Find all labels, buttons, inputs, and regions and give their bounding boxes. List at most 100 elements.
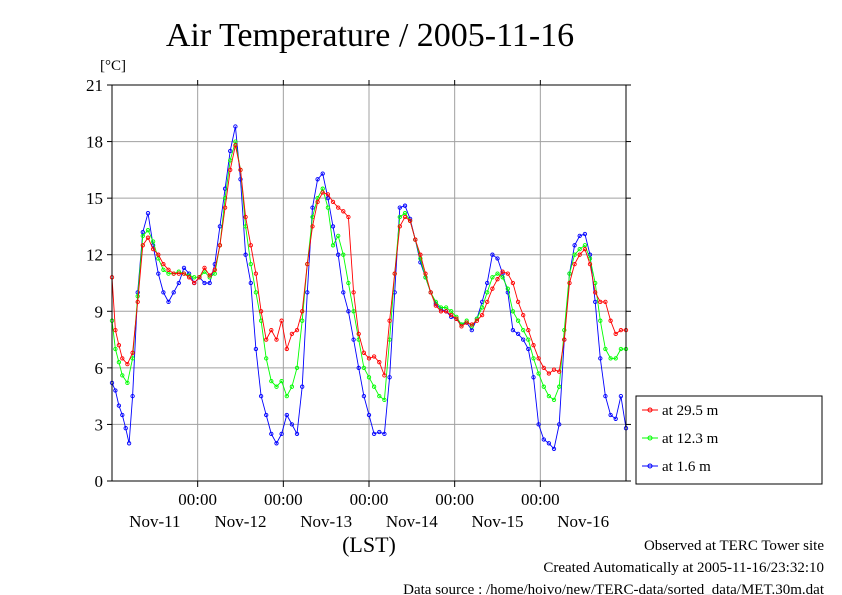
data-point xyxy=(171,271,176,276)
data-point xyxy=(274,441,279,446)
y-tick-label: 15 xyxy=(86,189,103,208)
data-point xyxy=(495,256,500,261)
data-point xyxy=(598,356,603,361)
data-point xyxy=(572,243,577,248)
data-point xyxy=(521,312,526,318)
data-point xyxy=(521,337,526,342)
y-tick-label: 12 xyxy=(86,246,103,265)
data-point xyxy=(366,356,372,361)
data-point xyxy=(217,243,223,248)
data-point xyxy=(197,275,202,280)
data-point xyxy=(613,416,618,421)
data-point xyxy=(428,290,433,295)
data-point xyxy=(325,205,331,210)
data-point xyxy=(289,384,295,389)
data-point xyxy=(500,275,505,280)
data-point xyxy=(541,437,546,442)
data-point xyxy=(495,271,500,276)
legend-marker xyxy=(647,407,653,413)
y-tick-label: 0 xyxy=(95,472,104,491)
x-date-label: Nov-11 xyxy=(129,512,180,531)
data-point xyxy=(479,305,485,310)
data-point xyxy=(120,412,125,418)
data-point xyxy=(125,380,130,386)
data-point xyxy=(387,375,392,380)
data-point xyxy=(546,371,552,376)
data-point xyxy=(526,337,531,342)
data-point xyxy=(572,261,577,267)
data-point xyxy=(392,271,397,276)
data-point xyxy=(351,337,356,342)
x-tick-label: 00:00 xyxy=(178,490,217,509)
data-point xyxy=(490,252,495,257)
legend-label: at 12.3 m xyxy=(662,431,719,447)
data-point xyxy=(413,237,418,242)
data-point xyxy=(253,346,259,352)
data-point xyxy=(113,388,118,393)
data-point xyxy=(113,327,118,333)
data-point xyxy=(176,271,181,276)
data-point xyxy=(320,190,325,195)
data-point xyxy=(397,214,402,220)
series-group xyxy=(109,124,629,452)
data-point xyxy=(279,318,284,323)
data-point xyxy=(161,267,166,272)
data-point xyxy=(248,261,253,267)
data-point xyxy=(613,356,618,361)
legend-box xyxy=(635,395,823,485)
data-point xyxy=(562,337,567,342)
data-point xyxy=(603,393,608,399)
data-point xyxy=(536,422,541,427)
data-point xyxy=(228,167,233,173)
legend-marker xyxy=(647,463,653,469)
legend-entry: at 29.5 m xyxy=(642,403,719,419)
data-point xyxy=(598,299,603,305)
data-point xyxy=(608,356,613,361)
data-point xyxy=(382,397,387,403)
data-point xyxy=(243,252,248,257)
data-point xyxy=(253,271,259,276)
data-point xyxy=(140,233,145,239)
data-point xyxy=(207,280,212,286)
data-point xyxy=(515,331,521,337)
data-point xyxy=(176,280,181,286)
data-point xyxy=(248,243,253,248)
data-point xyxy=(433,303,438,308)
data-point xyxy=(438,309,444,314)
data-point xyxy=(505,286,510,291)
grid xyxy=(112,85,626,481)
data-point xyxy=(500,269,505,274)
data-point xyxy=(361,350,367,355)
data-point xyxy=(474,318,480,323)
x-tick-label: 00:00 xyxy=(350,490,389,509)
data-point xyxy=(464,320,469,325)
data-point xyxy=(356,331,361,337)
data-point xyxy=(192,275,197,280)
data-point xyxy=(490,275,495,280)
data-point xyxy=(593,290,598,295)
data-point xyxy=(377,393,382,399)
data-point xyxy=(161,290,166,295)
data-point xyxy=(140,243,145,248)
data-point xyxy=(371,431,377,437)
data-point xyxy=(485,280,490,286)
data-point xyxy=(551,367,557,372)
data-point xyxy=(366,375,372,380)
data-point xyxy=(145,235,151,240)
data-point xyxy=(551,446,557,452)
data-point xyxy=(336,252,341,257)
data-point xyxy=(233,124,238,129)
data-point xyxy=(510,280,516,286)
data-point xyxy=(330,224,336,229)
data-point xyxy=(284,393,289,399)
data-point xyxy=(294,365,300,371)
y-tick-label: 18 xyxy=(86,133,103,152)
data-point xyxy=(526,327,531,333)
data-point xyxy=(418,252,423,257)
data-point xyxy=(166,299,171,305)
data-point xyxy=(279,378,284,384)
data-point xyxy=(531,343,536,348)
x-axis-label: (LST) xyxy=(342,532,396,557)
data-point xyxy=(120,373,125,378)
data-point xyxy=(531,356,536,361)
